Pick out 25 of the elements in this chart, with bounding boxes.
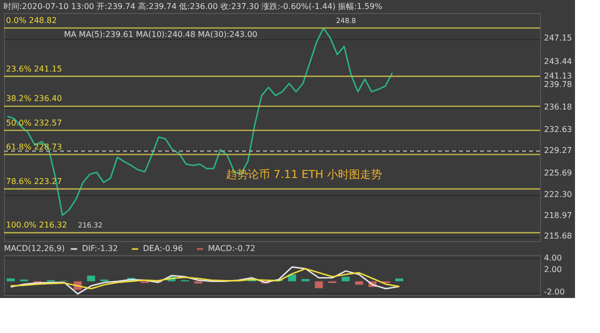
y-tick-label: 4.00: [544, 253, 562, 262]
annotation: 趋势论币 7.11 ETH 小时图走势: [226, 168, 382, 181]
legend-label: DEA:-0.96: [143, 244, 183, 253]
legend-title: MACD(12,26,9): [4, 244, 65, 253]
annotation: MA MA(5):239.61 MA(10):240.48 MA(30):243.00: [64, 30, 258, 39]
y-tick-label: 2.00: [544, 264, 562, 274]
y-tick-label: 247.15: [544, 34, 572, 43]
y-tick-label: 229.27: [544, 146, 572, 156]
y-tick-label: 243.44: [544, 56, 572, 66]
y-tick-label: 241.13: [544, 71, 572, 80]
y-tick-label: 232.63: [544, 124, 572, 134]
legend-label: MACD:-0.72: [208, 244, 256, 253]
ref-line-label: 23.6% 241.15: [6, 64, 62, 74]
y-tick-label: 225.69: [544, 168, 572, 178]
legend-label: DIF:-1.32: [82, 244, 118, 253]
y-tick-label: 218.97: [544, 210, 572, 220]
y-tick-label: 215.68: [544, 232, 572, 241]
ref-line-label: 0.0% 248.82: [6, 16, 57, 25]
y-tick-label: 236.18: [544, 102, 572, 112]
ref-line-label: 38.2% 236.40: [6, 94, 62, 104]
y-tick-label: 239.78: [544, 80, 572, 89]
y-tick-label: 222.30: [544, 190, 572, 200]
chart-title: 时间:2020-07-10 13:00 开:239.74 高:239.74 低:236.00 收:237.30 涨跌:-0.60%(-1.44) 振幅:1.59%: [3, 2, 383, 11]
ref-line-label: 100.0% 216.32: [6, 220, 68, 230]
y-tick-label: -2.00: [544, 288, 565, 297]
